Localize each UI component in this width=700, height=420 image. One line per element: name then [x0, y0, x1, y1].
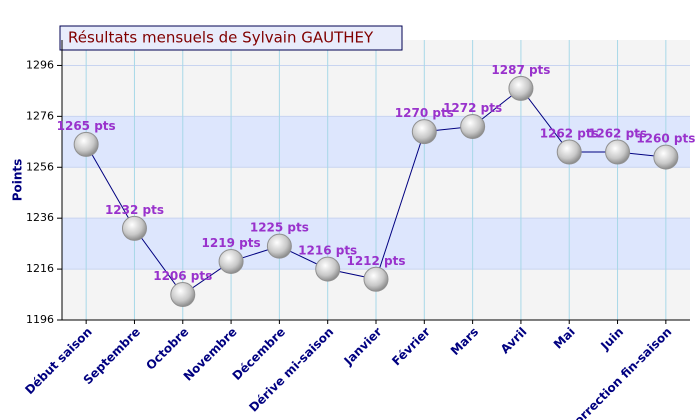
x-tick-label: Mars: [448, 325, 481, 358]
y-tick-label: 1196: [26, 313, 54, 326]
value-label: 1272 pts: [443, 101, 502, 115]
value-label: 1262 pts: [588, 127, 647, 141]
x-tick-label: Février: [389, 325, 433, 369]
y-tick-label: 1296: [26, 58, 54, 71]
y-tick-label: 1236: [26, 211, 54, 224]
y-tick-label: 1216: [26, 262, 54, 275]
value-label: 1206 pts: [153, 269, 212, 283]
x-tick-label: Dérive mi-saison: [246, 325, 336, 415]
y-tick-label: 1256: [26, 160, 54, 173]
x-tick-label: Janvier: [341, 325, 385, 369]
marker: [363, 266, 389, 292]
marker: [73, 131, 99, 157]
marker: [170, 282, 196, 308]
value-label: 1260 pts: [636, 132, 695, 146]
value-label: 1212 pts: [346, 254, 405, 268]
y-tick-label: 1276: [26, 109, 54, 122]
marker: [508, 75, 534, 101]
value-label: 1232 pts: [105, 203, 164, 217]
value-label: 1270 pts: [395, 106, 454, 120]
marker: [266, 233, 292, 259]
value-label: 1265 pts: [57, 119, 116, 133]
value-label: 1225 pts: [250, 221, 309, 235]
chart-title: Résultats mensuels de Sylvain GAUTHEY: [68, 29, 374, 47]
marker: [556, 139, 582, 165]
marker: [460, 114, 486, 140]
value-label: 1219 pts: [202, 236, 261, 250]
y-axis-label: Points: [11, 159, 25, 202]
marker: [605, 139, 631, 165]
marker: [218, 248, 244, 274]
x-tick-label: Avril: [498, 325, 530, 357]
marker: [121, 215, 147, 241]
value-label: 1287 pts: [491, 63, 550, 77]
title-box: [59, 25, 403, 51]
x-tick-label: Mai: [551, 325, 578, 352]
marker: [315, 256, 341, 282]
x-tick-label: Début saison: [22, 325, 94, 397]
marker: [411, 119, 437, 145]
x-tick-label: Juin: [597, 325, 626, 354]
value-label: 1262 pts: [540, 127, 599, 141]
marker: [653, 144, 679, 170]
value-label: 1216 pts: [298, 244, 357, 258]
x-tick-label: Octobre: [143, 325, 191, 373]
